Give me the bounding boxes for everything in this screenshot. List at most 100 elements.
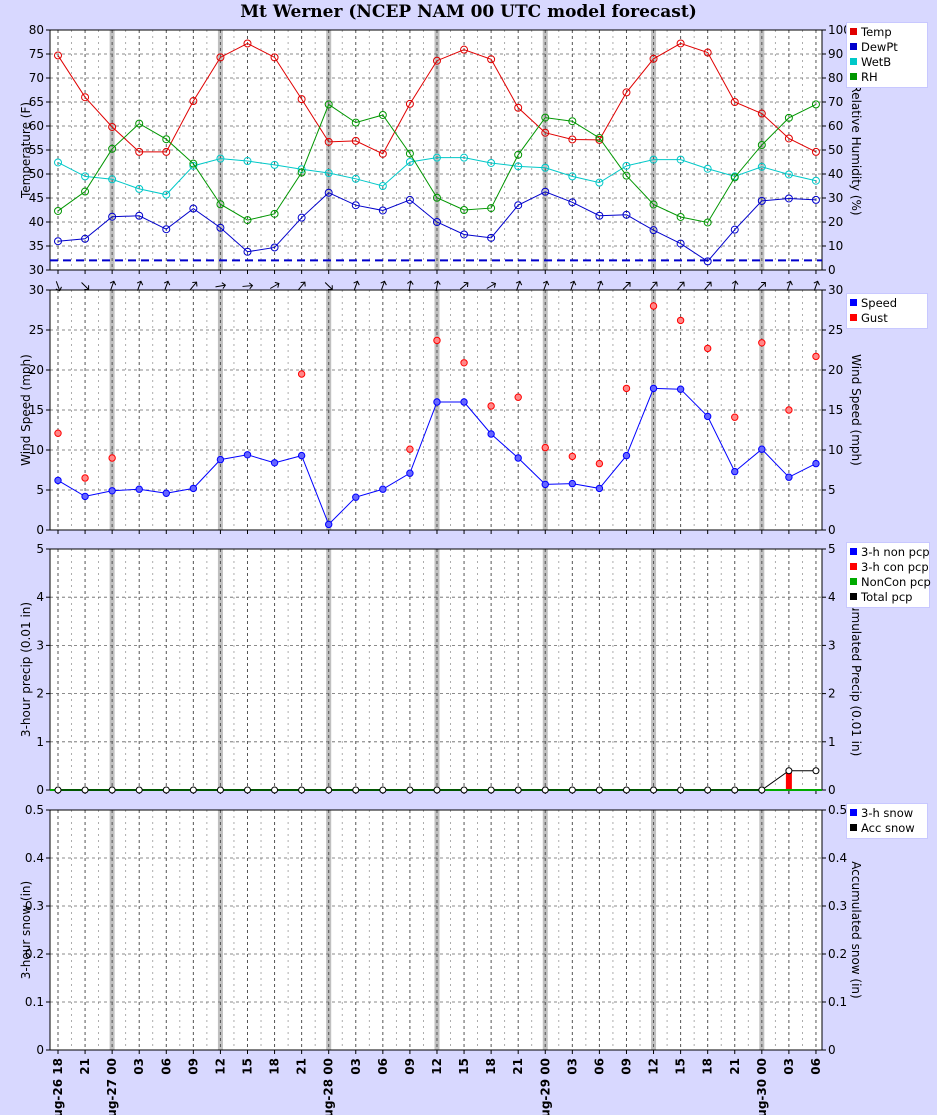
data-point-rh bbox=[622, 171, 631, 180]
data-point-gust bbox=[595, 459, 604, 468]
plot-frame bbox=[49, 29, 823, 271]
wind-arrow-shaft bbox=[516, 281, 521, 291]
data-point-temp bbox=[622, 88, 631, 97]
x-tick-label: 06 bbox=[159, 1058, 173, 1075]
data-point-temp bbox=[541, 128, 550, 137]
y-tick-label: 4 bbox=[36, 590, 44, 604]
data-point-temp bbox=[649, 54, 658, 63]
y-tick-label: 30 bbox=[29, 263, 44, 277]
data-point-wetb bbox=[54, 158, 62, 167]
y-tick-label: 15 bbox=[29, 403, 44, 417]
wind-arrow bbox=[649, 281, 658, 291]
data-point-gust bbox=[541, 443, 549, 452]
data-point-rh bbox=[81, 187, 90, 196]
data-point-speed bbox=[135, 485, 143, 493]
wind-arrow-head bbox=[353, 280, 360, 286]
y2-tick-label: 4 bbox=[828, 590, 836, 604]
x-tick-label: 21 bbox=[295, 1058, 309, 1075]
y-tick-label: 40 bbox=[29, 215, 44, 229]
wind-arrow-head bbox=[136, 280, 144, 286]
wind-arrow-head bbox=[109, 280, 117, 286]
wind-arrow-shaft bbox=[435, 280, 439, 292]
data-point-rh bbox=[595, 134, 604, 142]
data-point-temp bbox=[351, 136, 360, 145]
data-point-dewpt bbox=[487, 233, 496, 242]
wind-arrow-head bbox=[652, 281, 658, 287]
y2-tick-label: 20 bbox=[828, 215, 843, 229]
data-point-total bbox=[406, 786, 414, 794]
data-point-wetb bbox=[378, 182, 387, 190]
wind-arrow-shaft bbox=[622, 282, 631, 290]
data-point-total bbox=[758, 786, 766, 794]
wind-arrow-shaft bbox=[408, 280, 412, 292]
data-point-wetb bbox=[676, 155, 685, 164]
legend-label-nonpcp: 3-h non pcp bbox=[861, 545, 930, 559]
data-point-rh bbox=[108, 144, 117, 153]
wind-arrow-head bbox=[813, 280, 820, 286]
data-point-temp bbox=[460, 45, 469, 54]
data-point-temp bbox=[243, 39, 252, 48]
data-point-rh bbox=[189, 159, 198, 168]
data-point-gust bbox=[81, 474, 89, 482]
data-point-total bbox=[785, 767, 793, 775]
wind-arrow-head bbox=[163, 280, 171, 286]
data-point-dewpt bbox=[757, 196, 766, 205]
panel-2: 0 0 1 1 2 2 3 3 4 4 5 5 3-hour precip (0.01 in) Accum… bbox=[19, 542, 863, 797]
data-point-temp bbox=[378, 149, 387, 158]
data-point-total bbox=[81, 786, 89, 794]
data-point-speed bbox=[325, 520, 333, 529]
y2-tick-label: 60 bbox=[828, 119, 843, 133]
legend-label-noncon: NonCon pcp bbox=[861, 575, 931, 589]
wind-arrow-shaft bbox=[786, 281, 792, 291]
data-point-rh bbox=[135, 119, 144, 128]
y-tick-label: 45 bbox=[29, 191, 44, 205]
data-point-rh bbox=[405, 149, 414, 158]
data-point-wetb bbox=[757, 162, 766, 171]
data-point-speed bbox=[812, 459, 820, 468]
y2-tick-label: 5 bbox=[828, 483, 836, 497]
wind-arrow-head bbox=[380, 280, 387, 286]
data-point-wetb bbox=[703, 164, 712, 173]
y-tick-label: 20 bbox=[29, 363, 44, 377]
x-tick-label: 09 bbox=[619, 1058, 633, 1075]
data-point-speed bbox=[108, 487, 116, 495]
data-point-wetb bbox=[811, 176, 820, 185]
y-axis-title: 3-hour snow (in) bbox=[19, 881, 33, 979]
data-point-speed bbox=[433, 398, 441, 406]
data-point-total bbox=[162, 786, 170, 794]
data-point-gust bbox=[460, 359, 468, 367]
data-point-speed bbox=[243, 451, 252, 459]
y-axis-title: Temperature (F) bbox=[19, 102, 33, 199]
data-point-dewpt bbox=[730, 225, 739, 234]
data-point-total bbox=[460, 786, 468, 794]
data-point-gust bbox=[676, 316, 685, 325]
data-point-total bbox=[216, 786, 224, 794]
wind-arrow-head bbox=[679, 281, 685, 287]
data-point-dewpt bbox=[514, 201, 523, 210]
wind-arrow bbox=[242, 282, 254, 290]
data-point-speed bbox=[676, 385, 685, 393]
chart-title: Mt Werner (NCEP NAM 00 UTC model forecas… bbox=[240, 2, 697, 22]
wind-arrow bbox=[813, 280, 820, 291]
legend-wind: Speed Gust bbox=[846, 293, 928, 329]
y2-tick-label: 15 bbox=[828, 403, 843, 417]
wind-arrow-shaft bbox=[137, 281, 142, 291]
legend-label-conpcp: 3-h con pcp bbox=[861, 560, 929, 574]
data-point-temp bbox=[108, 122, 117, 131]
y2-tick-label: 1 bbox=[828, 735, 836, 749]
x-tick-label: 12 bbox=[213, 1058, 227, 1075]
legend-item-total: Total pcp bbox=[850, 590, 926, 605]
wind-arrow-head bbox=[786, 280, 793, 286]
wind-arrow-head bbox=[327, 285, 333, 291]
series-line-temp bbox=[57, 42, 817, 155]
y-tick-label: 2 bbox=[36, 687, 44, 701]
legend-precip: 3-h non pcp 3-h con pcp NonCon pcp Total… bbox=[846, 542, 931, 608]
legend-label-temp: Temp bbox=[861, 25, 892, 39]
data-point-wetb bbox=[487, 158, 496, 167]
wind-arrow-head bbox=[706, 281, 712, 287]
legend-item-gust: Gust bbox=[850, 311, 924, 326]
data-point-dewpt bbox=[297, 213, 306, 222]
y-tick-label: 3 bbox=[36, 638, 44, 652]
panel-3: 0 0 0.1 0.1 0.2 0.2 0.3 0.3 0.4 0.4 0.5 0.5 3-hour s… bbox=[19, 803, 863, 1057]
x-tick-label: 18 bbox=[701, 1058, 715, 1075]
